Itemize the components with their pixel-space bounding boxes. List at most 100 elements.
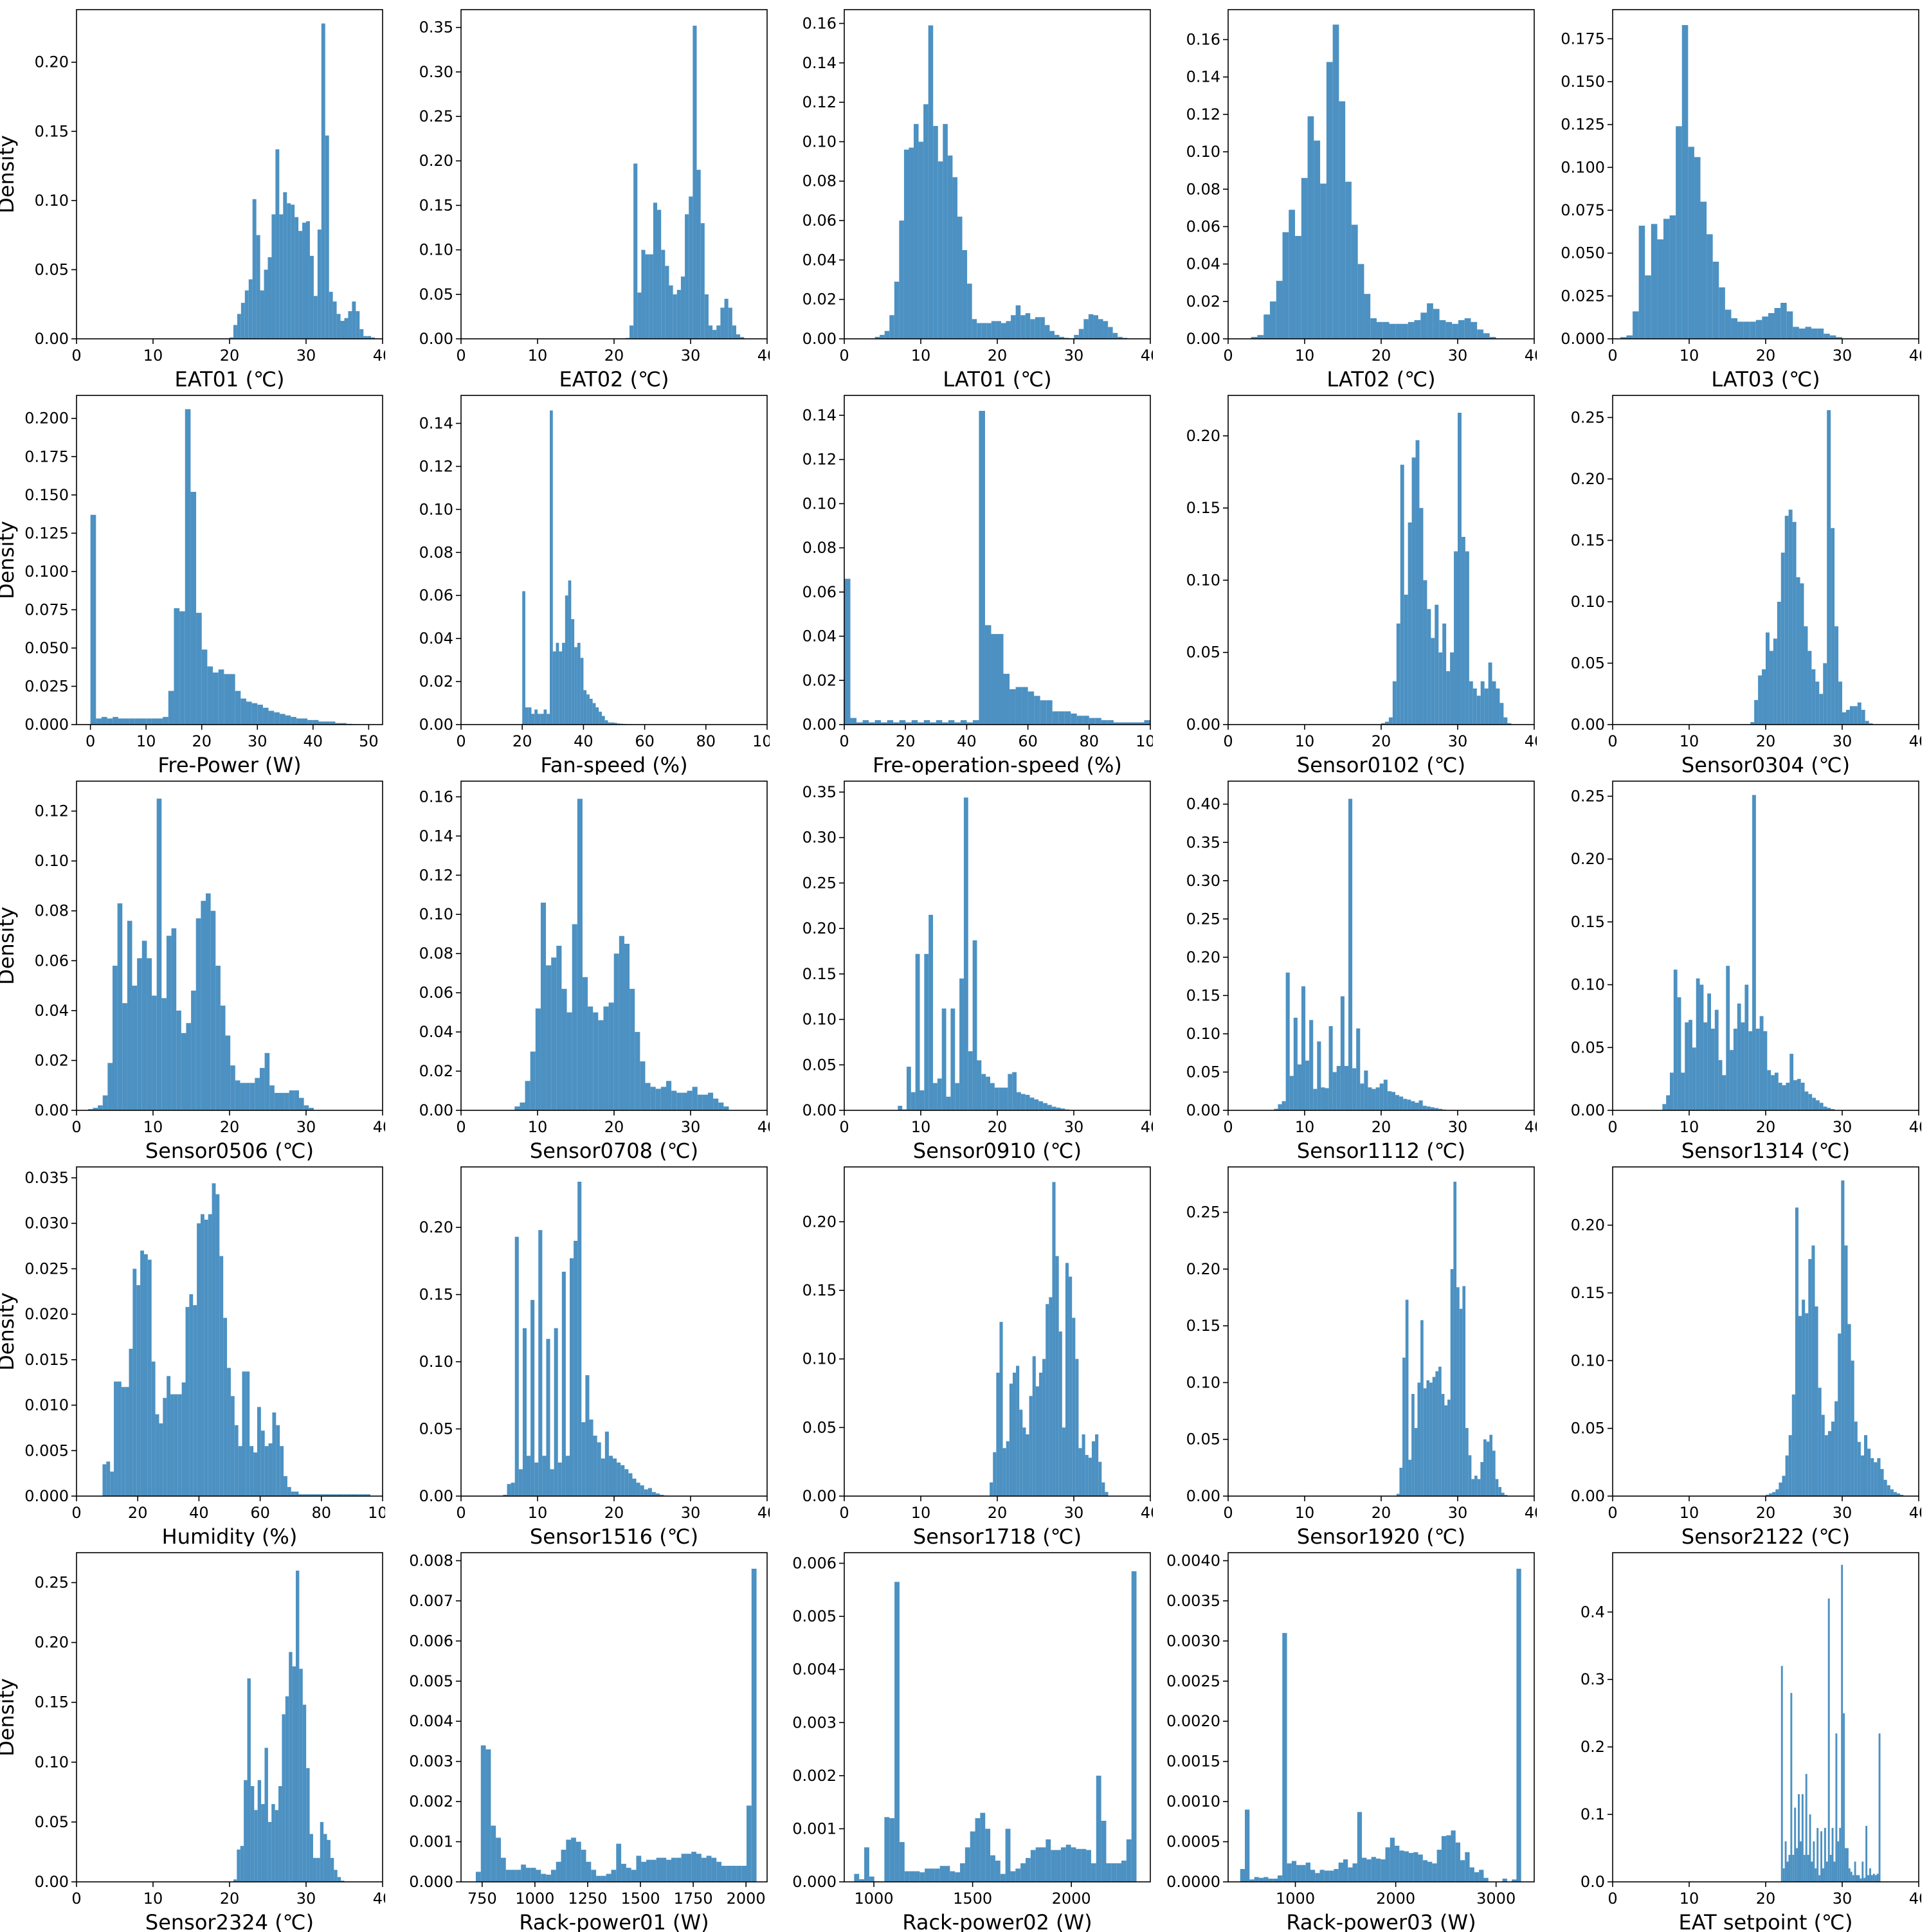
histogram-bar	[1863, 1878, 1865, 1882]
histogram-bar	[1819, 694, 1823, 725]
histogram-bar	[1427, 303, 1433, 339]
histogram-bar	[576, 1842, 581, 1882]
histogram-bar	[260, 291, 264, 339]
histogram-bar	[507, 1484, 511, 1496]
histogram-bars	[1662, 795, 1834, 1110]
x-axis-label: LAT03 (℃)	[1711, 367, 1820, 389]
x-tick-label: 10	[528, 1118, 548, 1136]
histogram-bar	[1815, 1868, 1816, 1882]
histogram-bar	[1861, 710, 1865, 725]
histogram-bar	[1059, 1332, 1062, 1496]
histogram-bar	[1772, 1492, 1775, 1496]
histogram-bar	[959, 979, 964, 1110]
histogram-bar	[1075, 1359, 1078, 1496]
histogram-bar	[271, 214, 275, 339]
y-tick-label: 0.007	[409, 1592, 453, 1610]
histogram-bar	[1837, 1841, 1839, 1882]
y-tick-label: 0.14	[802, 54, 837, 72]
histogram-bar	[961, 720, 967, 725]
histogram-bar	[323, 1834, 327, 1882]
x-tick-label: 0	[1223, 1504, 1233, 1522]
y-tick-label: 0.00	[35, 1101, 69, 1119]
histogram-bar	[554, 1328, 558, 1496]
histogram-bar	[1240, 1869, 1245, 1882]
histogram-bar	[1800, 583, 1804, 725]
histogram-bar	[1427, 1106, 1431, 1110]
histogram-bar	[945, 1866, 950, 1882]
histogram-bar	[302, 222, 306, 339]
histogram-bar	[1824, 1828, 1826, 1882]
histogram-bar	[1792, 1395, 1795, 1496]
histogram-bar	[571, 619, 574, 725]
x-tick-label: 3000	[1476, 1890, 1516, 1908]
x-tick-label: 20	[1756, 732, 1776, 750]
y-tick-label: 0.08	[1186, 180, 1220, 198]
histogram-bar	[1292, 1861, 1296, 1882]
histogram-bar	[973, 720, 979, 725]
y-tick-label: 0.05	[1571, 654, 1605, 672]
histogram-panel: 0204060801000.000.020.040.060.080.100.12…	[767, 389, 1153, 775]
histogram-bar	[327, 1840, 331, 1882]
histogram-bar	[1383, 322, 1390, 339]
histogram-bar	[1858, 1442, 1861, 1496]
histogram-bar	[651, 1087, 656, 1110]
histogram-bar	[536, 1009, 541, 1110]
histogram-bar	[940, 1866, 945, 1882]
histogram-bar	[272, 1413, 276, 1496]
y-tick-label: 0.20	[1571, 470, 1605, 488]
histogram-bar	[565, 595, 568, 725]
x-tick-label: 0	[839, 732, 849, 750]
y-tick-label: 0.008	[409, 1551, 453, 1569]
x-axis-label: Sensor1516 (℃)	[530, 1524, 698, 1546]
histogram-bar	[1325, 1871, 1329, 1882]
histogram-bar	[269, 1443, 273, 1496]
y-tick-label: 0.04	[419, 629, 453, 647]
histogram-bar	[1065, 711, 1071, 725]
y-tick-label: 0.15	[1571, 531, 1605, 549]
histogram-bar	[602, 716, 605, 725]
histogram-bar	[645, 1083, 650, 1110]
histogram-bar	[1404, 595, 1408, 725]
histogram-bar	[631, 1870, 637, 1882]
histogram-bar	[1451, 1830, 1455, 1882]
histogram-bar	[170, 1395, 174, 1496]
histogram-bar	[341, 321, 345, 339]
histogram-bar	[1416, 440, 1420, 725]
histogram-bar	[1370, 318, 1377, 339]
y-axis-label: Density	[0, 521, 19, 599]
y-tick-label: 0.15	[802, 1281, 837, 1299]
histogram-bar	[1034, 1099, 1038, 1110]
y-tick-label: 0.125	[1561, 116, 1605, 134]
histogram-bar	[196, 918, 201, 1110]
histogram-bar	[1670, 215, 1676, 339]
histogram-bar	[581, 1850, 586, 1882]
histogram-bar	[671, 1091, 676, 1110]
histogram-bar	[1317, 1042, 1321, 1110]
y-tick-label: 0.02	[419, 1062, 453, 1080]
histogram-bar	[1423, 1860, 1427, 1882]
histogram-bar	[1310, 1870, 1315, 1882]
histogram-bar	[1446, 671, 1450, 725]
histogram-bar	[1801, 1083, 1805, 1110]
histogram-bar	[1278, 1875, 1282, 1882]
histogram-bar	[1082, 1434, 1085, 1496]
histogram-panel: 0102030400.000.050.100.150.200.25Sensor1…	[1151, 1160, 1537, 1546]
histogram-bar	[930, 1868, 935, 1882]
y-tick-label: 0.12	[419, 866, 453, 884]
histogram-bar	[519, 1469, 523, 1496]
histogram-bar	[1754, 700, 1758, 725]
histogram-panel: 0102030400.000.050.100.150.200.250.300.3…	[384, 3, 770, 389]
y-tick-label: 0.10	[35, 852, 69, 870]
histogram-bar	[999, 1088, 1004, 1110]
histogram-bar	[725, 299, 729, 339]
histogram-bar	[1066, 1845, 1071, 1882]
x-tick-label: 80	[1080, 732, 1100, 750]
histogram-bar	[103, 1096, 108, 1110]
histogram-bar	[617, 1463, 620, 1496]
histogram-bar	[1419, 1101, 1423, 1110]
y-tick-label: 0.15	[802, 965, 837, 983]
y-tick-label: 0.10	[1186, 1373, 1220, 1391]
histogram-bar	[1867, 1875, 1869, 1882]
histogram-bar	[1047, 1105, 1052, 1110]
histogram-bar	[1722, 1075, 1726, 1110]
